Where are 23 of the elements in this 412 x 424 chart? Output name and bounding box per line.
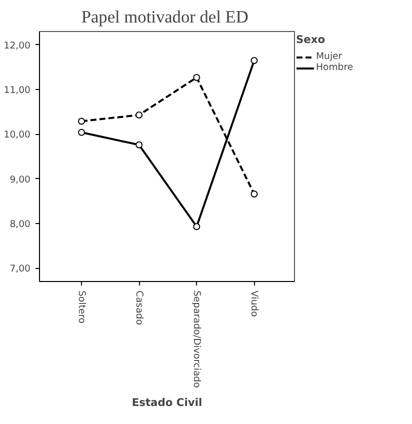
x-tick-label: Separado/Divorciado (191, 290, 202, 388)
x-tick-label: Viudo (248, 290, 260, 318)
point (78, 118, 86, 125)
x-tick-label: Soltero (76, 290, 88, 324)
y-tick-label: 10,00 (4, 130, 31, 141)
point (193, 74, 200, 81)
chart-title: Papel motivador del ED (81, 8, 248, 26)
legend-label: Hombre (316, 62, 354, 73)
x-axis-title: Estado Civil (132, 396, 202, 409)
point (250, 57, 258, 64)
y-tick-label: 8,00 (10, 218, 31, 230)
y-tick-label: 11,00 (4, 85, 31, 96)
y-tick-label: 9,00 (10, 174, 31, 186)
y-tick-label: 7,00 (10, 264, 31, 275)
point (193, 223, 200, 230)
legend-title: Sexo (296, 33, 326, 46)
point (136, 141, 143, 148)
legend-label: Mujer (316, 51, 344, 62)
x-tick-label: Casado (134, 290, 145, 326)
y-tick-label: 12,00 (4, 40, 31, 52)
point (136, 111, 143, 118)
point (78, 128, 86, 136)
point (250, 190, 258, 198)
